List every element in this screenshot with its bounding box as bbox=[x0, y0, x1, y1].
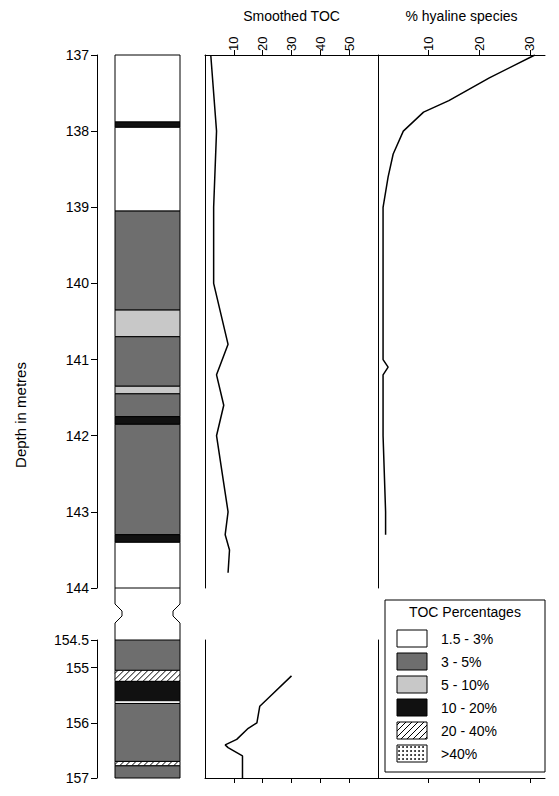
svg-text:143: 143 bbox=[66, 504, 90, 520]
svg-text:156: 156 bbox=[66, 715, 90, 731]
svg-text:144: 144 bbox=[66, 580, 90, 596]
svg-text:20: 20 bbox=[472, 37, 487, 51]
svg-text:40: 40 bbox=[313, 37, 328, 51]
svg-text:5 - 10%: 5 - 10% bbox=[441, 677, 489, 693]
svg-text:Depth in metres: Depth in metres bbox=[12, 362, 29, 468]
svg-text:30: 30 bbox=[522, 37, 537, 51]
svg-text:TOC Percentages: TOC Percentages bbox=[409, 604, 521, 620]
svg-text:140: 140 bbox=[66, 275, 90, 291]
svg-text:Smoothed TOC: Smoothed TOC bbox=[243, 8, 340, 24]
svg-text:155: 155 bbox=[66, 660, 90, 676]
svg-text:139: 139 bbox=[66, 199, 90, 215]
svg-text:141: 141 bbox=[66, 352, 90, 368]
svg-text:10: 10 bbox=[226, 37, 241, 51]
svg-text:157: 157 bbox=[66, 770, 90, 786]
svg-text:10: 10 bbox=[421, 37, 436, 51]
svg-text:137: 137 bbox=[66, 47, 90, 63]
svg-text:138: 138 bbox=[66, 123, 90, 139]
svg-text:142: 142 bbox=[66, 428, 90, 444]
svg-text:20 - 40%: 20 - 40% bbox=[441, 723, 497, 739]
svg-text:50: 50 bbox=[342, 37, 357, 51]
svg-text:% hyaline species: % hyaline species bbox=[405, 8, 517, 24]
svg-text:1.5 - 3%: 1.5 - 3% bbox=[441, 631, 493, 647]
svg-text:30: 30 bbox=[284, 37, 299, 51]
svg-text:154.5: 154.5 bbox=[54, 632, 89, 648]
svg-text:>40%: >40% bbox=[441, 746, 477, 762]
svg-text:20: 20 bbox=[255, 37, 270, 51]
svg-text:3 - 5%: 3 - 5% bbox=[441, 654, 481, 670]
svg-text:10 - 20%: 10 - 20% bbox=[441, 700, 497, 716]
